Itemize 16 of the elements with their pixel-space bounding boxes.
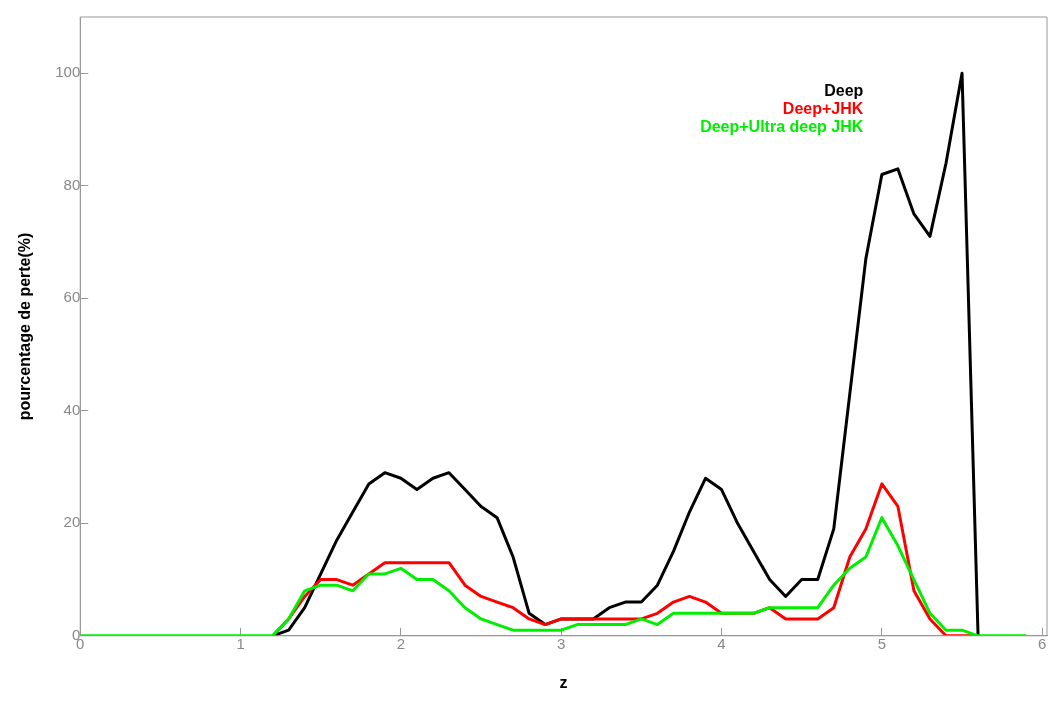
x-tick-label: 2: [396, 634, 406, 652]
text: Deep+JHK: [782, 100, 864, 118]
y-axis-title: pourcentage de perte(%): [16, 232, 34, 421]
x-tick-label: 1: [236, 634, 245, 652]
text: Deep+Ultra deep JHK: [700, 118, 864, 136]
x-tick-label: 4: [717, 634, 726, 652]
y-tick-label: 40: [63, 400, 81, 418]
y-tick-label: 20: [63, 513, 81, 531]
x-tick-label: 5: [877, 634, 887, 652]
x-tick-label: 3: [557, 634, 566, 652]
y-tick-label: 80: [63, 175, 81, 193]
x-tick-label: 6: [1038, 634, 1047, 652]
y-tick-label: 60: [63, 288, 81, 306]
y-tick-label: 100: [55, 63, 81, 81]
x-axis-title: z: [559, 673, 568, 691]
text: Deep: [824, 82, 864, 100]
